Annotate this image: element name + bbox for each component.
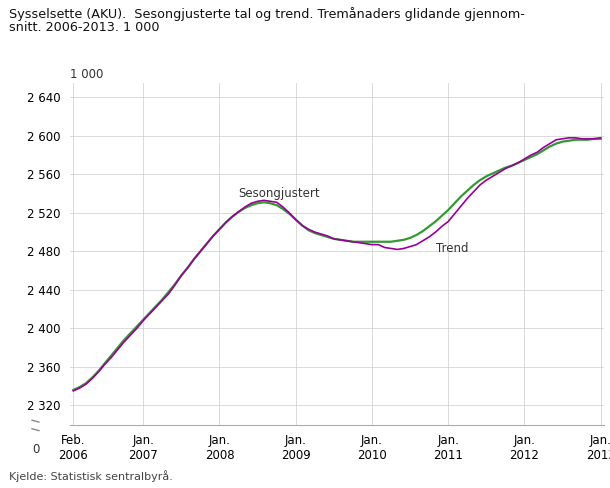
Text: snitt. 2006-2013. 1 000: snitt. 2006-2013. 1 000 [9,21,160,35]
Text: Sysselsette (AKU).  Sesongjusterte tal og trend. Tremånaders glidande gjennom-: Sysselsette (AKU). Sesongjusterte tal og… [9,7,525,21]
Text: 1 000: 1 000 [70,68,103,81]
Text: Kjelde: Statistisk sentralbyrå.: Kjelde: Statistisk sentralbyrå. [9,470,173,482]
Text: Trend: Trend [436,243,468,255]
Text: Sesongjustert: Sesongjustert [239,186,320,200]
Text: 0: 0 [32,443,39,456]
